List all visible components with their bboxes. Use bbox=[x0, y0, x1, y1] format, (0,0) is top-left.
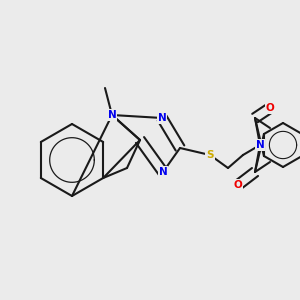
Text: S: S bbox=[206, 150, 214, 160]
Text: N: N bbox=[108, 110, 116, 120]
Text: N: N bbox=[256, 140, 264, 150]
Text: N: N bbox=[159, 167, 167, 177]
Text: N: N bbox=[158, 113, 166, 123]
Text: O: O bbox=[234, 180, 242, 190]
Text: O: O bbox=[266, 103, 274, 113]
